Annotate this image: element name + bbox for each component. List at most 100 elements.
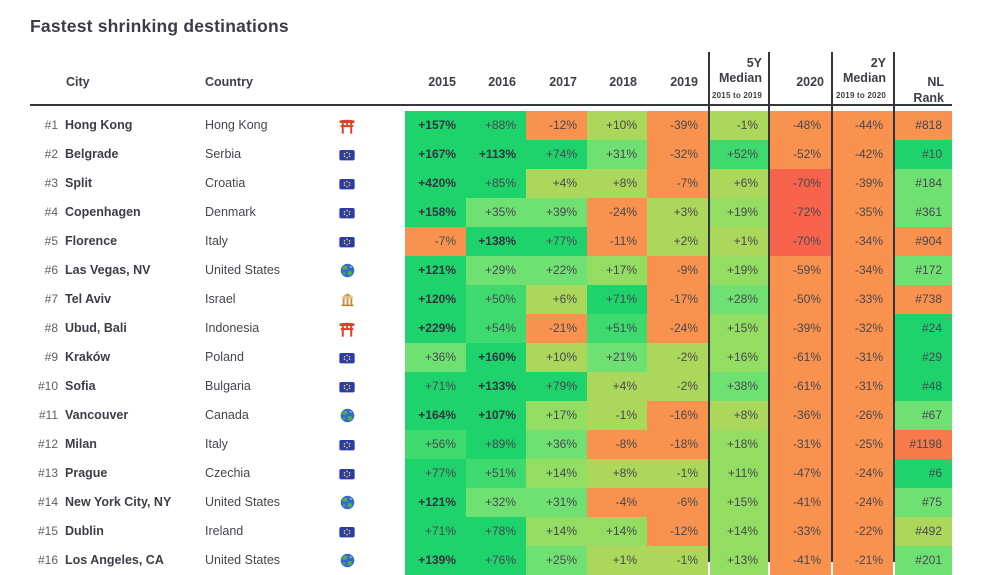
cell-2018: +8%: [587, 459, 647, 488]
cell-nl-rank: #10: [895, 140, 952, 169]
cell-2018: +31%: [587, 140, 647, 169]
table-row[interactable]: #1 Hong Kong Hong Kong +157% +88% -12% +10% -39…: [0, 111, 1000, 140]
cell-2017: +74%: [526, 140, 587, 169]
cell-nl-rank: #492: [895, 517, 952, 546]
cell-2018: +8%: [587, 169, 647, 198]
table-row[interactable]: #10 Sofia Bulgaria +71% +133% +79% +4% -2% +38% -…: [0, 372, 1000, 401]
cell-2017: -12%: [526, 111, 587, 140]
country-name: United States: [205, 495, 281, 509]
header-divider-line: [30, 104, 952, 106]
globe-icon: [336, 488, 358, 517]
cell-2019: -18%: [647, 430, 708, 459]
row-rank: #4: [44, 205, 58, 219]
table-row[interactable]: #4 Copenhagen Denmark +158% +35% +39% -24% +3% +…: [0, 198, 1000, 227]
table-row[interactable]: #2 Belgrade Serbia +167% +113% +74% +31% -32% +5…: [0, 140, 1000, 169]
cell-nl-rank: #172: [895, 256, 952, 285]
cell-2015: +121%: [405, 256, 466, 285]
row-rank: #9: [44, 350, 58, 364]
table-row[interactable]: #6 Las Vegas, NV United States +121% +29% +22…: [0, 256, 1000, 285]
eu-flag-icon: [336, 140, 358, 169]
eu-flag-icon: [336, 430, 358, 459]
eu-flag-icon: [336, 517, 358, 546]
cell-2016: +54%: [466, 314, 526, 343]
cell-nl-rank: #184: [895, 169, 952, 198]
cell-2018: -24%: [587, 198, 647, 227]
globe-icon: [336, 401, 358, 430]
cell-2y-median: -33%: [833, 285, 893, 314]
cell-2019: -9%: [647, 256, 708, 285]
cell-2020: -52%: [770, 140, 831, 169]
country-name: Poland: [205, 350, 244, 364]
cell-2y-median: -39%: [833, 169, 893, 198]
cell-5y-median: +13%: [710, 546, 768, 575]
column-header-2015: 2015: [428, 75, 456, 89]
cell-2017: +14%: [526, 459, 587, 488]
cell-2y-median: -32%: [833, 314, 893, 343]
column-header-5y-median-sublabel: 2015 to 2019: [712, 91, 762, 100]
cell-nl-rank: #48: [895, 372, 952, 401]
table-row[interactable]: #13 Prague Czechia +77% +51% +14% +8% -1% +11% -4…: [0, 459, 1000, 488]
cell-2016: +107%: [466, 401, 526, 430]
cell-2019: -1%: [647, 459, 708, 488]
cell-2019: -24%: [647, 314, 708, 343]
row-rank: #6: [44, 263, 58, 277]
country-name: Ireland: [205, 524, 244, 538]
table-row[interactable]: #16 Los Angeles, CA United States +139% +76%…: [0, 546, 1000, 575]
table-row[interactable]: #15 Dublin Ireland +71% +78% +14% +14% -12% +14%…: [0, 517, 1000, 546]
table-row[interactable]: #12 Milan Italy +56% +89% +36% -8% -18% +18% -31%…: [0, 430, 1000, 459]
column-header-2y-median: 2Y Median 2019 to 2020: [833, 56, 893, 103]
cell-5y-median: +19%: [710, 256, 768, 285]
cell-2y-median: -42%: [833, 140, 893, 169]
table-row[interactable]: #8 Ubud, Bali Indonesia +229% +54% -21% +51% -2…: [0, 314, 1000, 343]
cell-2018: +51%: [587, 314, 647, 343]
row-rank: #8: [44, 321, 58, 335]
cell-2y-median: -31%: [833, 372, 893, 401]
column-header-5y-median: 5Y Median 2015 to 2019: [710, 56, 768, 103]
cell-2y-median: -44%: [833, 111, 893, 140]
cell-5y-median: +15%: [710, 314, 768, 343]
cell-2016: +76%: [466, 546, 526, 575]
cell-5y-median: +52%: [710, 140, 768, 169]
cell-2019: -7%: [647, 169, 708, 198]
cell-2015: +71%: [405, 372, 466, 401]
country-name: Italy: [205, 234, 228, 248]
table-row[interactable]: #3 Split Croatia +420% +85% +4% +8% -7% +6% -70% -…: [0, 169, 1000, 198]
cell-2015: +56%: [405, 430, 466, 459]
cell-2019: +2%: [647, 227, 708, 256]
cell-2016: +32%: [466, 488, 526, 517]
cell-2016: +88%: [466, 111, 526, 140]
cell-2015: +121%: [405, 488, 466, 517]
row-rank: #10: [37, 379, 58, 393]
cell-2017: +25%: [526, 546, 587, 575]
city-name: Prague: [65, 466, 108, 480]
cell-2018: -8%: [587, 430, 647, 459]
cell-2015: +139%: [405, 546, 466, 575]
cell-2017: +36%: [526, 430, 587, 459]
cell-2015: +157%: [405, 111, 466, 140]
table-row[interactable]: #11 Vancouver Canada +164% +107% +17% -1% -16% +…: [0, 401, 1000, 430]
city-name: Dublin: [65, 524, 104, 538]
table-row[interactable]: #14 New York City, NY United States +121% +3…: [0, 488, 1000, 517]
table-row[interactable]: #7 Tel Aviv Israel +120% +50% +6% +71% -17% +28%…: [0, 285, 1000, 314]
city-name: Tel Aviv: [65, 292, 112, 306]
row-rank: #5: [44, 234, 58, 248]
cell-2019: -16%: [647, 401, 708, 430]
column-header-2016: 2016: [488, 75, 516, 89]
cell-2020: -61%: [770, 343, 831, 372]
table-row[interactable]: #5 Florence Italy -7% +138% +77% -11% +2% +1% -70…: [0, 227, 1000, 256]
column-header-country: Country: [205, 75, 253, 89]
city-name: Split: [65, 176, 93, 190]
cell-2020: -41%: [770, 488, 831, 517]
cell-2016: +160%: [466, 343, 526, 372]
cell-2019: -6%: [647, 488, 708, 517]
cell-2015: -7%: [405, 227, 466, 256]
cell-2018: -1%: [587, 401, 647, 430]
row-rank: #1: [44, 118, 58, 132]
cell-2y-median: -24%: [833, 459, 893, 488]
cell-5y-median: +19%: [710, 198, 768, 227]
cell-2018: +21%: [587, 343, 647, 372]
table-row[interactable]: #9 Kraków Poland +36% +160% +10% +21% -2% +16% -6…: [0, 343, 1000, 372]
temple-icon: [336, 285, 358, 314]
country-name: United States: [205, 553, 281, 567]
city-name: New York City, NY: [65, 495, 172, 509]
